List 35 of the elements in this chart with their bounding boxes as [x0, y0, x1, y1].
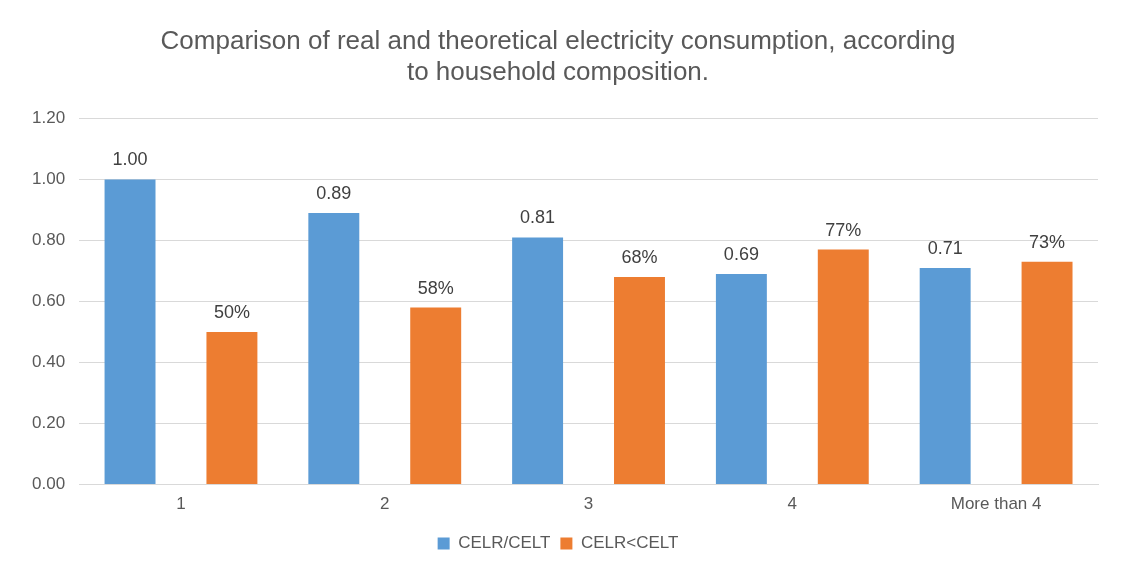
bar: [206, 332, 258, 485]
data-label: 0.71: [927, 237, 963, 258]
chart-title: Comparison of real and theoretical electricity consumption, according to household composition.: [160, 24, 956, 86]
y-tick-label: 0.20: [31, 413, 66, 433]
bar: [512, 237, 564, 485]
bar: [715, 274, 767, 485]
data-label: 50%: [213, 301, 250, 322]
y-tick-label: 1.00: [31, 169, 66, 189]
legend-label: CELR/CELT: [458, 533, 551, 553]
data-label: 0.89: [316, 182, 352, 203]
x-tick-label: 4: [787, 494, 798, 514]
y-tick-label: 1.20: [31, 108, 66, 128]
bar: [410, 307, 462, 485]
data-label: 0.81: [520, 207, 556, 228]
x-tick-label: 3: [583, 494, 594, 514]
data-label: 1.00: [112, 149, 148, 170]
y-tick-label: 0.60: [31, 291, 66, 311]
y-tick-label: 0.00: [31, 474, 66, 494]
data-label: 68%: [621, 247, 658, 268]
bar: [817, 249, 869, 485]
y-tick-label: 0.40: [31, 352, 66, 372]
bar: [614, 277, 665, 485]
bar: [1021, 261, 1073, 485]
x-tick-label: 2: [380, 494, 390, 514]
data-label: 58%: [417, 277, 454, 298]
legend-label: CELR<CELT: [580, 533, 679, 553]
bar: [308, 213, 360, 485]
bar: [919, 267, 971, 485]
x-tick-label: 1: [176, 494, 186, 514]
data-label: 73%: [1029, 231, 1066, 252]
bar: [104, 179, 156, 485]
x-tick-label: More than 4: [950, 494, 1042, 514]
data-label: 77%: [825, 219, 862, 240]
y-tick-label: 0.80: [31, 230, 66, 250]
data-label: 0.69: [723, 244, 759, 264]
